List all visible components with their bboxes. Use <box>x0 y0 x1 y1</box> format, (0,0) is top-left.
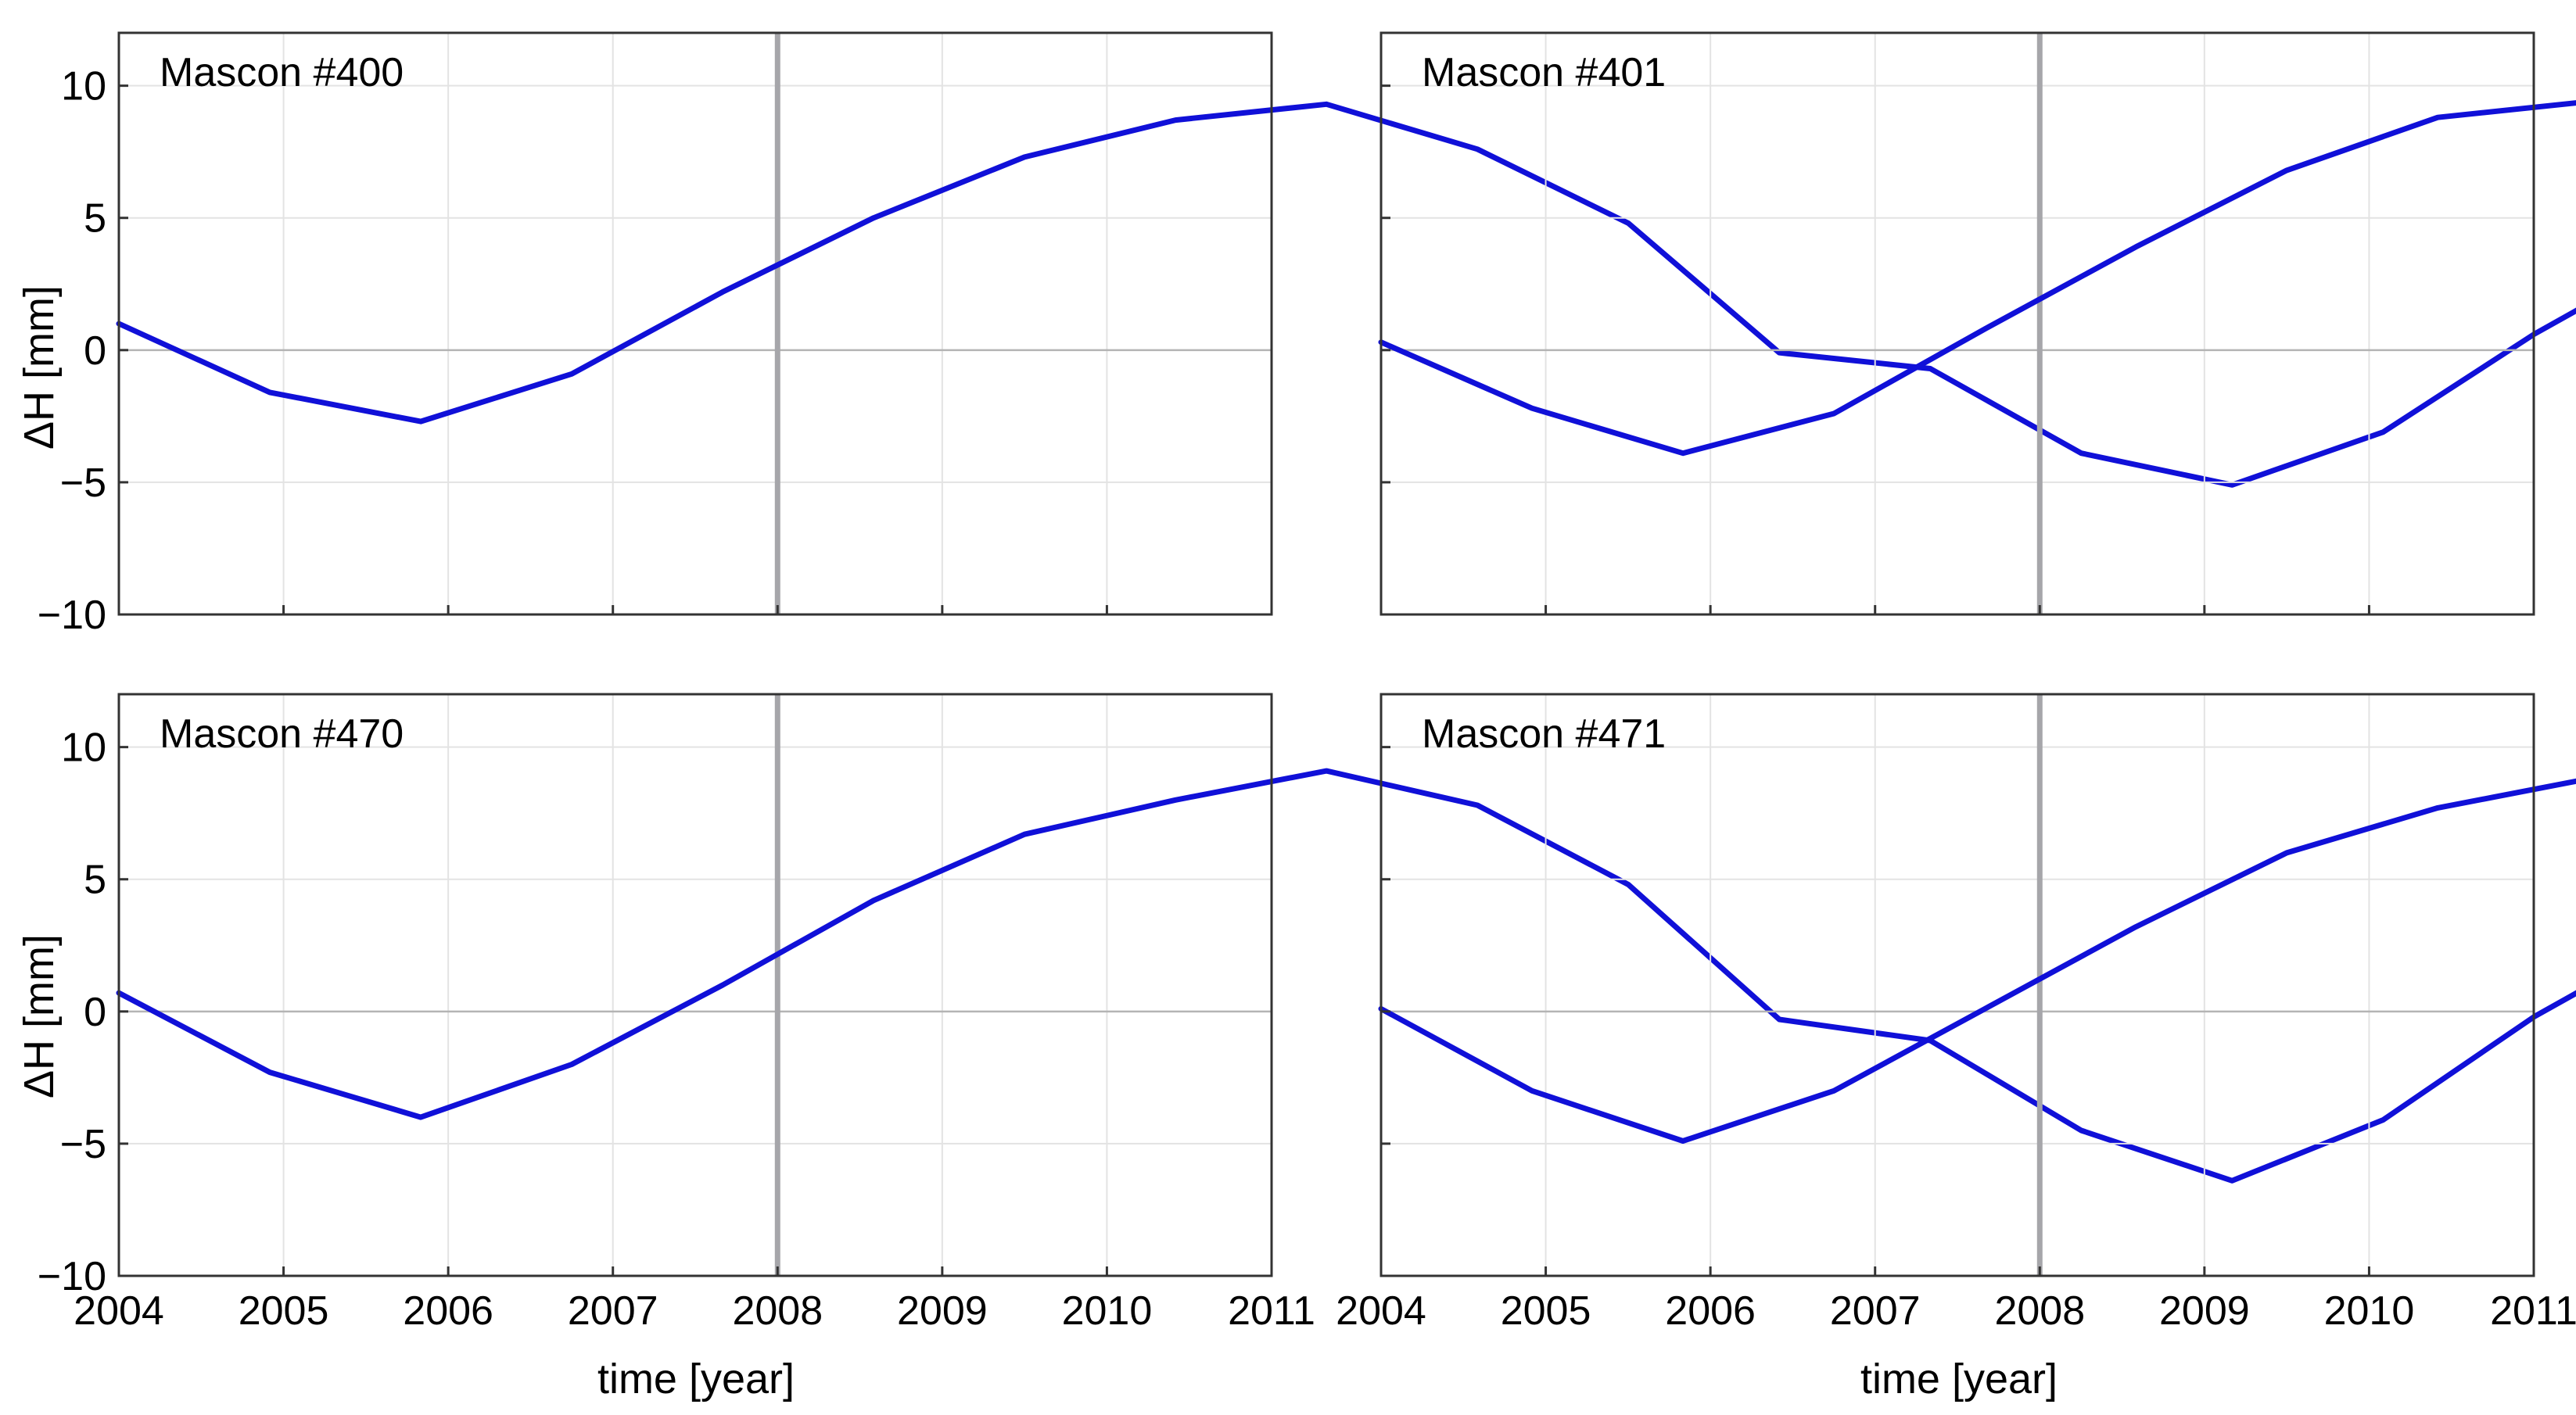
panel-title: Mascon #470 <box>160 711 404 757</box>
x-tick-label: 2007 <box>1830 1288 1921 1334</box>
x-tick-label: 2010 <box>1062 1288 1153 1334</box>
y-tick-label: −5 <box>60 460 106 506</box>
x-tick-label: 2008 <box>732 1288 823 1334</box>
plot-frame <box>1379 31 2535 616</box>
plot-frame <box>117 693 1273 1277</box>
panel-title: Mascon #400 <box>160 50 404 95</box>
panel-title: Mascon #401 <box>1422 50 1666 95</box>
series-line <box>116 101 2576 488</box>
panel-1: −10 −5 0 5 10 Mascon #400 <box>38 31 2576 638</box>
y-tick-label: −5 <box>60 1122 106 1167</box>
x-tick-label: 2011 <box>1228 1288 1315 1334</box>
x-tick-label: 2009 <box>897 1288 988 1334</box>
y-tick-label: −10 <box>38 1254 106 1299</box>
panel-3: −10 −5 0 5 10 2004 2005 2006 2007 2008 2009 2010 201… <box>38 693 2576 1334</box>
panel-2: Mascon #401 <box>1378 31 2576 616</box>
x-tick-label: 2008 <box>1994 1288 2085 1334</box>
x-axis-label-right: time [year] <box>1860 1356 2058 1402</box>
x-tick-label: 2007 <box>568 1288 658 1334</box>
x-tick-label: 2010 <box>2324 1288 2415 1334</box>
plot-frame <box>117 31 1273 616</box>
x-tick-label: 2006 <box>403 1288 493 1334</box>
x-tick-label: 2004 <box>1336 1288 1426 1334</box>
plot-frame <box>1379 693 2535 1277</box>
y-tick-label: 0 <box>84 990 106 1035</box>
y-tick-label: 5 <box>84 196 106 242</box>
y-tick-label: 0 <box>84 328 106 374</box>
x-tick-label: 2011 <box>2490 1288 2576 1334</box>
panels: −10 −5 0 5 10 Mascon #400 Mascon #401 −10 −5 0 5 10… <box>38 31 2576 1334</box>
x-tick-label: 2005 <box>1501 1288 1591 1334</box>
y-axis-label-top: ΔH [mm] <box>16 285 63 450</box>
y-tick-label: −10 <box>38 593 106 638</box>
series-line <box>1378 778 2576 1144</box>
y-axis-label-bottom: ΔH [mm] <box>16 934 63 1098</box>
y-tick-label: 10 <box>61 64 106 109</box>
x-tick-label: 2004 <box>74 1288 164 1334</box>
panel-4: 2004 2005 2006 2007 2008 2009 2010 2011 Mascon #… <box>1336 693 2576 1334</box>
panel-title: Mascon #471 <box>1422 711 1666 757</box>
series-line <box>116 768 2576 1184</box>
series-line <box>1378 100 2576 457</box>
x-tick-label: 2005 <box>239 1288 329 1334</box>
y-tick-label: 10 <box>61 725 106 771</box>
y-tick-label: 5 <box>84 858 106 903</box>
x-axis-label-left: time [year] <box>597 1356 795 1402</box>
x-tick-label: 2006 <box>1665 1288 1756 1334</box>
x-tick-label: 2009 <box>2159 1288 2250 1334</box>
